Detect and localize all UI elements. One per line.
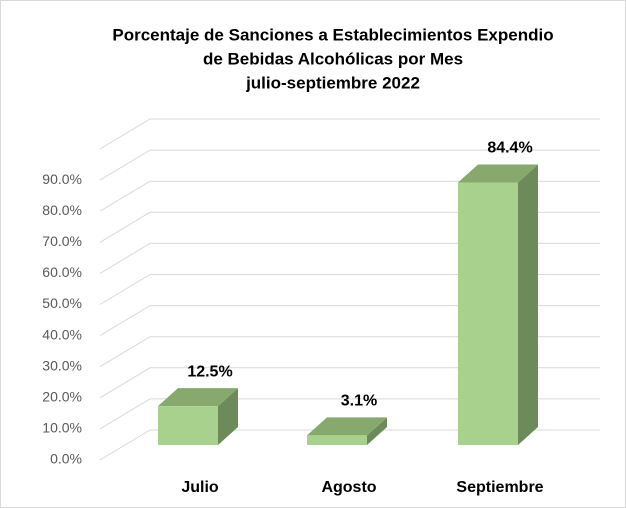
y-tick-label: 20.0% (42, 389, 82, 405)
y-tick-label: 90.0% (42, 171, 82, 187)
bar-face (218, 388, 238, 445)
chart-title: Porcentaje de Sanciones a Establecimient… (112, 25, 553, 44)
y-tick-label: 40.0% (42, 326, 82, 342)
grid-line (99, 242, 600, 274)
bar-face (367, 417, 387, 445)
value-label: 84.4% (487, 140, 532, 157)
grid-line (99, 336, 600, 368)
grid-line (99, 398, 600, 430)
grid-line (99, 367, 600, 399)
value-label: 12.5% (187, 363, 232, 380)
x-tick-label: Agosto (321, 479, 376, 496)
y-tick-label: 10.0% (42, 420, 82, 436)
value-label: 3.1% (341, 393, 377, 410)
bar-face (158, 406, 218, 445)
bar (458, 164, 538, 446)
grid-line (99, 211, 600, 243)
wall-edge (99, 118, 600, 150)
grid-line (99, 149, 600, 181)
chart-title: julio-septiembre 2022 (245, 73, 420, 92)
y-tick-label: 30.0% (42, 357, 82, 373)
y-tick-label: 60.0% (42, 264, 82, 280)
x-tick-label: Julio (181, 479, 219, 496)
grid-line (99, 305, 600, 337)
y-tick-label: 50.0% (42, 295, 82, 311)
bar-face (307, 417, 387, 436)
grid-line (99, 180, 600, 212)
grid-line (99, 429, 600, 461)
chart-title: de Bebidas Alcohólicas por Mes (203, 49, 463, 68)
grid-line (99, 274, 600, 305)
y-tick-label: 70.0% (42, 233, 82, 249)
bar-face (158, 388, 238, 407)
bar-face (307, 435, 367, 445)
bar-face (518, 164, 538, 446)
bar-face (458, 182, 518, 446)
bar (158, 388, 238, 445)
bar (307, 417, 387, 445)
y-tick-label: 0.0% (50, 451, 82, 467)
y-tick-label: 80.0% (42, 202, 82, 218)
x-tick-label: Septiembre (456, 479, 543, 496)
bar-face (458, 164, 538, 183)
